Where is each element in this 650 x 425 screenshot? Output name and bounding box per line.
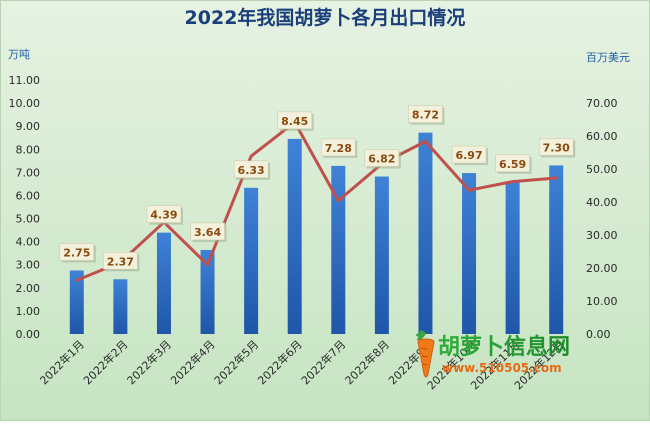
bar bbox=[374, 176, 389, 334]
y-left-unit: 万吨 bbox=[8, 48, 30, 61]
y-right-unit: 百万美元 bbox=[586, 51, 630, 64]
y-left-tick-label: 8.00 bbox=[16, 143, 41, 156]
data-label: 7.30 bbox=[543, 141, 570, 154]
y-left-tick-label: 4.00 bbox=[16, 236, 41, 249]
data-label-box bbox=[451, 145, 487, 164]
data-label: 2.75 bbox=[63, 247, 90, 260]
data-label: 8.72 bbox=[412, 109, 439, 122]
y-left-tick-label: 1.00 bbox=[16, 305, 41, 318]
y-right-tick-label: 60.00 bbox=[586, 130, 618, 143]
data-label: 8.45 bbox=[281, 115, 308, 128]
line-series bbox=[75, 120, 558, 282]
y-left-tick-label: 5.00 bbox=[16, 213, 41, 226]
y-right-tick-label: 0.00 bbox=[586, 328, 611, 341]
bar bbox=[113, 279, 128, 334]
bar bbox=[331, 165, 346, 334]
data-label-box bbox=[364, 149, 400, 167]
series-line bbox=[75, 120, 558, 282]
y-right-tick-label: 50.00 bbox=[586, 163, 618, 176]
y-left-tick-label: 3.00 bbox=[16, 259, 41, 272]
data-label-box bbox=[233, 160, 269, 179]
y-right-tick-label: 30.00 bbox=[586, 229, 618, 242]
data-label-box bbox=[538, 138, 574, 156]
data-label: 6.59 bbox=[499, 158, 526, 171]
y-left-tick-label: 9.00 bbox=[16, 120, 41, 133]
y-left-ticks: 0.00 1.00 2.00 3.00 4.00 5.00 6.00 7.00 8.00 9.00… bbox=[9, 74, 41, 341]
data-label-box bbox=[190, 222, 225, 241]
bar bbox=[244, 187, 259, 334]
data-label-box bbox=[408, 105, 443, 123]
bar bbox=[505, 181, 520, 334]
bar bbox=[200, 249, 215, 334]
bar bbox=[156, 232, 171, 334]
data-label-box bbox=[495, 154, 530, 173]
data-label-box bbox=[59, 243, 95, 261]
data-label: 7.28 bbox=[325, 142, 352, 155]
y-left-tick-label: 0.00 bbox=[16, 328, 41, 341]
data-label: 4.39 bbox=[150, 209, 177, 222]
bar-series bbox=[69, 132, 564, 334]
data-label-box bbox=[103, 252, 138, 270]
watermark-logo: 胡萝卜信息网 www.510505.com bbox=[416, 330, 570, 378]
y-right-tick-label: 10.00 bbox=[586, 295, 618, 308]
data-label: 2.37 bbox=[107, 255, 134, 268]
bar bbox=[549, 165, 564, 334]
y-right-tick-label: 70.00 bbox=[586, 97, 618, 110]
chart-title: 2022年我国胡萝卜各月出口情况 bbox=[185, 6, 466, 29]
y-left-tick-label: 11.00 bbox=[9, 74, 41, 87]
y-left-tick-label: 7.00 bbox=[16, 166, 41, 179]
watermark-name: 胡萝卜信息网 bbox=[438, 334, 570, 360]
watermark-url: www.510505.com bbox=[442, 361, 562, 375]
y-right-ticks: 0.00 10.00 20.00 30.00 40.00 50.00 60.00 70.00 bbox=[586, 97, 618, 341]
data-label: 3.64 bbox=[194, 226, 221, 239]
data-label: 6.97 bbox=[455, 149, 482, 162]
data-label: 6.33 bbox=[238, 164, 265, 177]
y-left-tick-label: 10.00 bbox=[9, 97, 41, 110]
y-left-tick-label: 6.00 bbox=[16, 189, 41, 202]
data-label: 6.82 bbox=[368, 153, 395, 166]
y-right-tick-label: 20.00 bbox=[586, 262, 618, 275]
bar bbox=[287, 138, 302, 334]
data-label-box bbox=[277, 111, 312, 130]
data-label-box bbox=[146, 205, 182, 223]
y-left-tick-label: 2.00 bbox=[16, 282, 41, 295]
data-label-box bbox=[321, 138, 356, 157]
y-right-tick-label: 40.00 bbox=[586, 196, 618, 209]
data-labels: 2.75 2.37 4.39 3.64 6.33 8.45 7.28 6.82 8.72 6.97… bbox=[59, 105, 576, 272]
bar bbox=[418, 132, 433, 334]
carrot-icon bbox=[416, 330, 435, 378]
bar bbox=[69, 270, 84, 334]
bar bbox=[462, 173, 477, 334]
